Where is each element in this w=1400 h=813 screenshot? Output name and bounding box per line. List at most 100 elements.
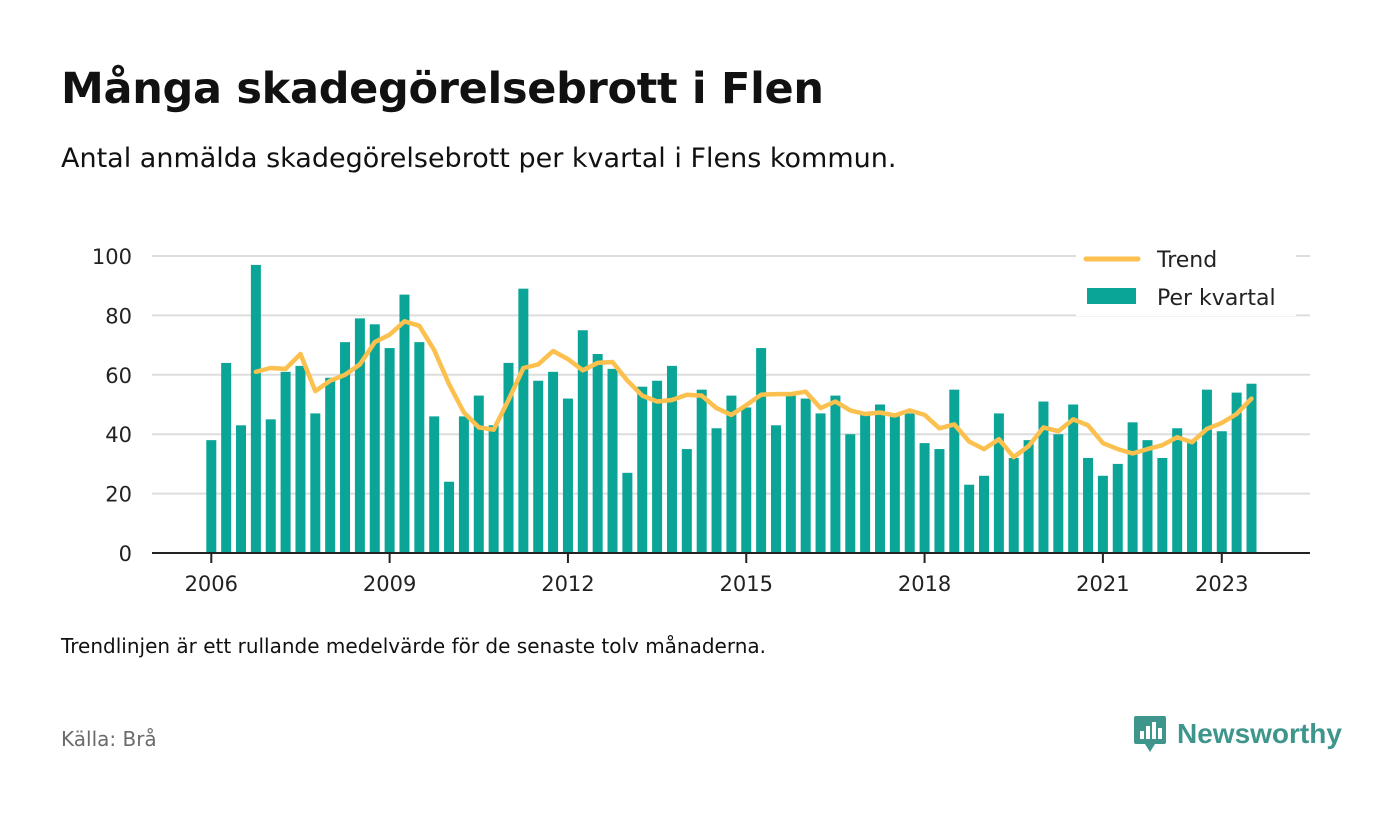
brand-logo: Newsworthy: [1133, 713, 1342, 755]
bar: [280, 371, 291, 553]
x-tick-label: 2023: [1195, 572, 1248, 596]
x-tick-label: 2015: [720, 572, 773, 596]
bar: [815, 413, 826, 553]
bar: [429, 416, 440, 553]
bar: [1023, 440, 1034, 553]
y-tick-label: 80: [105, 304, 132, 328]
bar: [488, 425, 499, 553]
bar: [354, 318, 365, 553]
x-tick-label: 2012: [541, 572, 594, 596]
bar: [681, 449, 692, 553]
bar: [369, 324, 380, 553]
bar: [934, 449, 945, 553]
bar: [577, 330, 588, 553]
bar: [607, 368, 618, 553]
bar: [889, 413, 900, 553]
bar: [458, 416, 469, 553]
bar: [250, 264, 261, 553]
bar: [503, 362, 514, 553]
bar: [919, 443, 930, 553]
bar: [904, 413, 915, 553]
bar: [770, 425, 781, 553]
bar: [830, 395, 841, 553]
bar: [756, 348, 767, 553]
y-tick-label: 100: [92, 245, 132, 269]
bar: [800, 398, 811, 553]
y-tick-label: 0: [119, 542, 132, 566]
bar: [875, 404, 885, 553]
bar: [518, 288, 529, 553]
bar: [1083, 457, 1094, 553]
bar: [1038, 401, 1049, 553]
bar: [206, 440, 217, 553]
bar-series: [206, 264, 1257, 553]
bar: [741, 407, 752, 553]
bar: [1008, 457, 1019, 553]
bar: [726, 395, 737, 553]
bar: [1231, 392, 1242, 553]
chart-subtitle: Antal anmälda skadegörelsebrott per kvar…: [61, 143, 897, 174]
bar: [1112, 463, 1123, 553]
source-label: Källa: Brå: [61, 727, 157, 751]
bar: [1053, 434, 1064, 553]
bar: [637, 386, 648, 553]
bar: [265, 419, 276, 553]
legend-trend-label: Trend: [1156, 248, 1217, 273]
bar: [1097, 475, 1108, 553]
bar: [949, 389, 960, 553]
bar: [696, 389, 707, 553]
footnote: Trendlinjen är ett rullande medelvärde f…: [61, 634, 767, 658]
bar: [1246, 383, 1257, 553]
bar: [1157, 457, 1168, 553]
trend-series: [253, 319, 1254, 460]
legend-bar-label: Per kvartal: [1157, 286, 1276, 311]
bar: [1142, 440, 1153, 553]
y-tick-label: 40: [105, 423, 132, 447]
bar: [1216, 431, 1227, 553]
brand-name: Newsworthy: [1177, 718, 1342, 749]
trend-line: [253, 319, 1254, 460]
bar: [1187, 440, 1198, 553]
bar: [592, 354, 603, 553]
y-tick-label: 20: [105, 483, 132, 507]
y-tick-label: 60: [105, 364, 132, 388]
bar: [964, 484, 975, 553]
bar: [414, 342, 425, 553]
newsworthy-chat-bars-icon: [1134, 716, 1166, 752]
legend: Trend Per kvartal: [1076, 240, 1296, 316]
bar: [384, 348, 395, 553]
bar: [860, 413, 871, 553]
bar: [295, 365, 306, 553]
bar: [979, 475, 990, 553]
bar: [1172, 428, 1183, 553]
bar: [1201, 389, 1212, 553]
chart: 0 20 40 60 80 100 2006 2009 2012 2015 2018 2021 2023…: [91, 240, 1310, 596]
x-tick-label: 2021: [1076, 572, 1129, 596]
bar: [473, 395, 484, 553]
x-tick-label: 2009: [363, 572, 416, 596]
bar: [236, 425, 247, 553]
bar: [444, 481, 455, 553]
x-tick-label: 2018: [898, 572, 951, 596]
bar: [666, 365, 677, 553]
bar: [1068, 404, 1079, 553]
bar: [562, 398, 573, 553]
bar: [221, 362, 232, 553]
bar: [711, 428, 722, 553]
x-tick-label: 2006: [185, 572, 238, 596]
bar: [340, 342, 351, 553]
bar: [310, 413, 321, 553]
bar: [548, 371, 559, 553]
bar: [845, 434, 856, 553]
bar: [533, 380, 544, 553]
axes: 0 20 40 60 80 100 2006 2009 2012 2015 2018 2021 2023: [92, 245, 1310, 596]
bar: [1127, 422, 1138, 553]
bar: [652, 380, 663, 553]
legend-bar-swatch: [1087, 288, 1136, 304]
bar: [399, 294, 410, 553]
chart-title: Många skadegörelsebrott i Flen: [61, 64, 824, 114]
bar: [785, 395, 796, 553]
bar: [325, 377, 336, 553]
bar: [622, 472, 633, 553]
bar: [993, 413, 1004, 553]
